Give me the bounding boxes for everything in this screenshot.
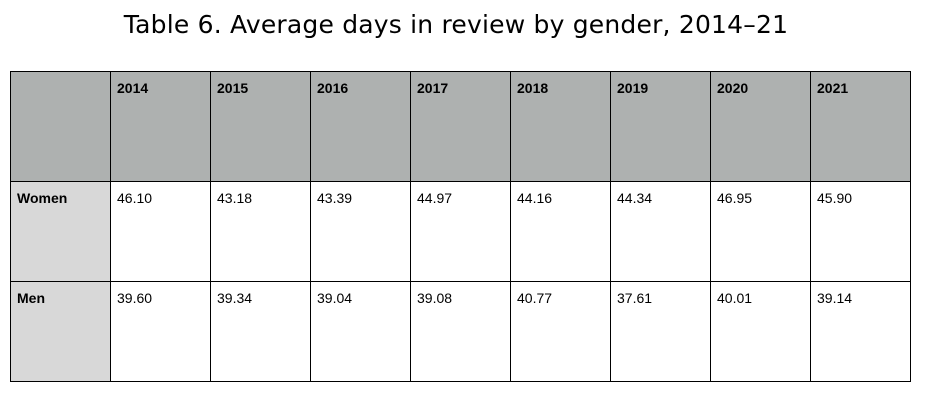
- header-cell-year: 2016: [310, 71, 411, 182]
- header-row: 2014 2015 2016 2017 2018 2019 2020 2021: [10, 71, 911, 182]
- row-label-women: Women: [10, 181, 111, 282]
- header-cell-year: 2014: [110, 71, 211, 182]
- corner-cell: [10, 71, 111, 182]
- table-cell: 39.08: [410, 281, 511, 382]
- table-cell: 44.34: [610, 181, 711, 282]
- table-cell: 43.18: [210, 181, 311, 282]
- data-table: 2014 2015 2016 2017 2018 2019 2020 2021 …: [10, 71, 911, 382]
- header-cell-year: 2020: [710, 71, 811, 182]
- table-cell: 39.34: [210, 281, 311, 382]
- table-cell: 39.04: [310, 281, 411, 382]
- table-cell: 44.97: [410, 181, 511, 282]
- row-label-men: Men: [10, 281, 111, 382]
- table-cell: 46.10: [110, 181, 211, 282]
- table-cell: 44.16: [510, 181, 611, 282]
- table-cell: 40.01: [710, 281, 811, 382]
- table-row-men: Men 39.60 39.34 39.04 39.08 40.77 37.61 …: [10, 281, 911, 382]
- table-cell: 43.39: [310, 181, 411, 282]
- table-cell: 40.77: [510, 281, 611, 382]
- header-cell-year: 2015: [210, 71, 311, 182]
- header-cell-year: 2018: [510, 71, 611, 182]
- table-cell: 39.14: [810, 281, 911, 382]
- table-title: Table 6. Average days in review by gende…: [123, 10, 789, 39]
- header-cell-year: 2017: [410, 71, 511, 182]
- table-cell: 39.60: [110, 281, 211, 382]
- table-row-women: Women 46.10 43.18 43.39 44.97 44.16 44.3…: [10, 181, 911, 282]
- header-cell-year: 2019: [610, 71, 711, 182]
- table-cell: 45.90: [810, 181, 911, 282]
- table-cell: 37.61: [610, 281, 711, 382]
- table-cell: 46.95: [710, 181, 811, 282]
- header-cell-year: 2021: [810, 71, 911, 182]
